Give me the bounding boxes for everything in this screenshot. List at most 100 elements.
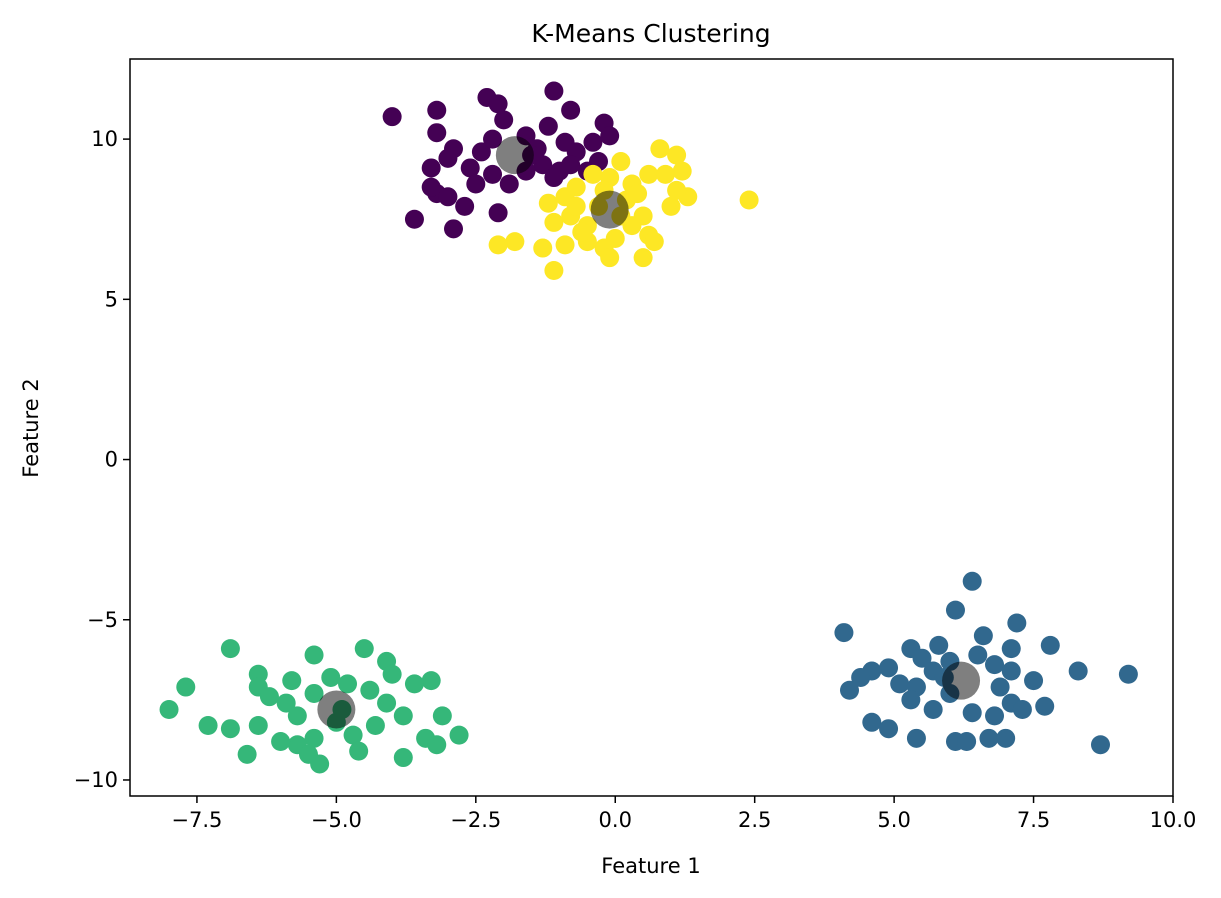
x-tick-label: 2.5 <box>738 808 771 832</box>
data-point-cluster-3-31 <box>1012 699 1032 719</box>
data-point-cluster-2-24 <box>533 238 553 258</box>
data-point-cluster-2-28 <box>644 232 664 252</box>
data-point-cluster-2-36 <box>572 222 592 242</box>
data-point-cluster-1-8 <box>600 126 620 146</box>
y-tick-label: 0 <box>105 448 118 472</box>
y-tick-label: 10 <box>91 127 118 151</box>
data-point-cluster-4-1 <box>220 639 240 659</box>
centroids <box>317 136 981 729</box>
data-point-cluster-3-20 <box>1001 661 1021 681</box>
data-point-cluster-1-28 <box>499 174 519 194</box>
cluster-series-2 <box>488 139 759 280</box>
data-point-cluster-2-31 <box>667 180 687 200</box>
data-point-cluster-4-21 <box>343 725 363 745</box>
x-tick-label: 10.0 <box>1150 808 1197 832</box>
data-point-cluster-1-4 <box>488 94 508 114</box>
data-point-cluster-4-6 <box>382 664 402 684</box>
data-point-cluster-4-33 <box>427 735 447 755</box>
data-point-cluster-1-31 <box>455 196 475 216</box>
data-point-cluster-1-30 <box>466 174 486 194</box>
data-point-cluster-3-8 <box>1001 639 1021 659</box>
data-point-cluster-3-3 <box>1007 613 1027 633</box>
data-point-cluster-4-31 <box>432 706 452 726</box>
data-point-cluster-2-2 <box>650 139 670 159</box>
data-point-cluster-3-24 <box>840 680 859 700</box>
y-tick-label: 5 <box>105 287 118 311</box>
centroid-4 <box>317 690 356 729</box>
data-point-cluster-4-9 <box>282 671 302 691</box>
data-point-cluster-4-3 <box>304 645 324 665</box>
data-point-cluster-2-29 <box>661 196 681 216</box>
data-point-cluster-4-23 <box>304 728 324 748</box>
x-tick-label: 7.5 <box>1017 808 1050 832</box>
data-point-cluster-1-37 <box>444 219 463 239</box>
data-point-cluster-2-12 <box>544 212 564 232</box>
centroid-2 <box>590 190 629 229</box>
data-point-cluster-2-5 <box>639 164 659 184</box>
data-point-cluster-4-18 <box>377 693 397 713</box>
data-point-cluster-4-19 <box>393 706 413 726</box>
plot-area <box>159 81 1138 774</box>
data-point-cluster-3-21 <box>1024 671 1044 691</box>
data-point-cluster-3-42 <box>990 677 1010 697</box>
x-tick-label: −2.5 <box>450 808 501 832</box>
data-point-cluster-3-5 <box>973 626 993 646</box>
data-point-cluster-4-35 <box>220 719 240 739</box>
data-point-cluster-4-16 <box>338 674 358 694</box>
data-point-cluster-3-11 <box>879 658 899 678</box>
data-point-cluster-4-27 <box>310 754 330 774</box>
data-point-cluster-4-34 <box>248 716 268 735</box>
data-point-cluster-4-36 <box>198 716 218 735</box>
cluster-series-4 <box>159 639 469 774</box>
data-point-cluster-2-8 <box>583 164 603 184</box>
x-tick-label: 5.0 <box>877 808 910 832</box>
data-point-cluster-3-37 <box>957 732 977 752</box>
data-point-cluster-1-11 <box>438 148 458 168</box>
data-point-cluster-1-29 <box>483 164 503 184</box>
data-point-cluster-3-40 <box>1090 735 1110 755</box>
data-point-cluster-1-32 <box>488 203 508 223</box>
data-point-cluster-1-15 <box>483 129 503 149</box>
data-point-cluster-4-2 <box>354 639 374 659</box>
data-point-cluster-3-7 <box>929 635 949 655</box>
data-point-cluster-1-34 <box>421 177 441 197</box>
data-point-cluster-4-12 <box>276 693 296 713</box>
data-point-cluster-1-1 <box>382 107 402 127</box>
data-point-cluster-2-27 <box>633 248 653 268</box>
data-point-cluster-3-29 <box>985 706 1005 726</box>
x-tick-label: −5.0 <box>311 808 362 832</box>
data-point-cluster-2-23 <box>555 235 575 255</box>
chart-title: K-Means Clustering <box>531 19 770 48</box>
data-point-cluster-1-35 <box>438 187 458 207</box>
data-point-cluster-1-39 <box>561 155 581 175</box>
y-tick-label: −5 <box>87 608 118 632</box>
data-point-cluster-3-28 <box>962 703 982 723</box>
data-point-cluster-3-10 <box>912 648 932 668</box>
data-point-cluster-1-38 <box>544 168 564 188</box>
x-tick-label: 0.0 <box>599 808 632 832</box>
data-point-cluster-2-25 <box>544 260 564 280</box>
data-point-cluster-3-19 <box>985 655 1005 675</box>
data-point-cluster-1-12 <box>421 158 441 178</box>
data-point-cluster-4-7 <box>421 671 441 691</box>
data-point-cluster-4-25 <box>271 732 291 752</box>
data-point-cluster-2-39 <box>628 184 648 204</box>
data-point-cluster-1-9 <box>427 123 447 143</box>
data-point-cluster-3-38 <box>979 728 999 748</box>
data-point-cluster-3-22 <box>1068 661 1088 681</box>
data-point-cluster-3-9 <box>1040 635 1060 655</box>
data-point-cluster-3-26 <box>923 699 943 719</box>
centroid-1 <box>495 136 534 175</box>
data-point-cluster-2-34 <box>505 232 525 252</box>
data-point-cluster-3-33 <box>862 712 882 732</box>
data-point-cluster-1-14 <box>471 142 491 162</box>
data-point-cluster-2-4 <box>672 161 692 181</box>
y-tick-label: −10 <box>74 768 118 792</box>
data-point-cluster-3-18 <box>968 645 988 665</box>
data-point-cluster-4-39 <box>237 744 257 764</box>
data-point-cluster-3-35 <box>906 728 926 748</box>
data-point-cluster-3-14 <box>890 674 910 694</box>
data-point-cluster-1-2 <box>427 100 447 120</box>
